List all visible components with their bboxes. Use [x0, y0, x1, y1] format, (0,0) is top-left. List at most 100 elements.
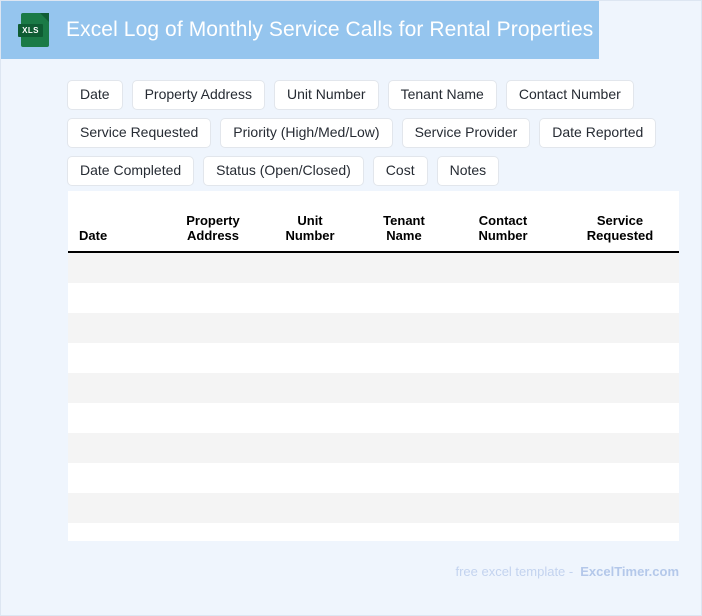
table-cell[interactable] [263, 523, 357, 541]
table-row[interactable] [68, 523, 679, 541]
table-row[interactable] [68, 373, 679, 403]
table-row[interactable] [68, 283, 679, 313]
table-header-row: Date Property Address Unit Number Tenant… [68, 191, 679, 253]
table-cell[interactable] [451, 373, 555, 403]
footer-text: free excel template - [455, 564, 574, 579]
table-cell[interactable] [357, 493, 451, 523]
service-calls-table: Date Property Address Unit Number Tenant… [68, 191, 679, 541]
field-tag-service-requested[interactable]: Service Requested [67, 118, 212, 148]
table-cell[interactable] [555, 313, 679, 343]
table-row[interactable] [68, 493, 679, 523]
field-tag-date-reported[interactable]: Date Reported [539, 118, 657, 148]
table-cell[interactable] [555, 252, 679, 283]
table-cell[interactable] [357, 463, 451, 493]
table-cell[interactable] [357, 403, 451, 433]
table-cell[interactable] [263, 313, 357, 343]
table-cell[interactable] [68, 343, 163, 373]
table-cell[interactable] [68, 433, 163, 463]
field-tag-contact-number[interactable]: Contact Number [505, 80, 634, 110]
table-cell[interactable] [163, 493, 263, 523]
table-cell[interactable] [451, 403, 555, 433]
column-header-tenant-name-line1: Tenant [383, 213, 425, 228]
table-cell[interactable] [68, 373, 163, 403]
field-tag-status[interactable]: Status (Open/Closed) [203, 156, 364, 186]
field-tag-service-provider[interactable]: Service Provider [401, 118, 531, 148]
table-row[interactable] [68, 463, 679, 493]
table-cell[interactable] [263, 283, 357, 313]
table-cell[interactable] [451, 463, 555, 493]
column-header-service-requested-line2: Requested [586, 228, 654, 243]
table-row[interactable] [68, 403, 679, 433]
column-header-contact-number: Contact Number [451, 191, 555, 253]
table-cell[interactable] [163, 403, 263, 433]
table-cell[interactable] [163, 373, 263, 403]
table-cell[interactable] [163, 523, 263, 541]
table-cell[interactable] [451, 433, 555, 463]
field-tag-notes[interactable]: Notes [436, 156, 500, 186]
footer-brand-link[interactable]: ExcelTimer.com [580, 564, 679, 579]
table-cell[interactable] [68, 403, 163, 433]
table-cell[interactable] [555, 493, 679, 523]
table-cell[interactable] [357, 523, 451, 541]
column-header-property-address-line2: Address [186, 228, 240, 243]
xls-file-icon: XLS [18, 13, 49, 47]
table-cell[interactable] [357, 252, 451, 283]
table-cell[interactable] [555, 433, 679, 463]
table-cell[interactable] [263, 373, 357, 403]
table-row[interactable] [68, 313, 679, 343]
table-cell[interactable] [555, 373, 679, 403]
table-cell[interactable] [263, 493, 357, 523]
xls-icon-badge-label: XLS [18, 24, 43, 37]
table-row[interactable] [68, 343, 679, 373]
table-cell[interactable] [555, 463, 679, 493]
xls-icon-fold [40, 13, 49, 22]
field-tag-unit-number[interactable]: Unit Number [273, 80, 379, 110]
table-row[interactable] [68, 252, 679, 283]
table-cell[interactable] [68, 313, 163, 343]
table-cell[interactable] [357, 343, 451, 373]
table-cell[interactable] [163, 283, 263, 313]
field-tag-date[interactable]: Date [67, 80, 123, 110]
table-cell[interactable] [263, 463, 357, 493]
table-cell[interactable] [451, 313, 555, 343]
table-cell[interactable] [163, 313, 263, 343]
table-cell[interactable] [263, 433, 357, 463]
table-cell[interactable] [68, 252, 163, 283]
table-cell[interactable] [68, 523, 163, 541]
column-header-property-address-line1: Property [186, 213, 240, 228]
table-cell[interactable] [163, 343, 263, 373]
table-row[interactable] [68, 433, 679, 463]
table-cell[interactable] [263, 343, 357, 373]
table-cell[interactable] [163, 252, 263, 283]
table-cell[interactable] [451, 493, 555, 523]
table-cell[interactable] [451, 283, 555, 313]
field-tag-cost[interactable]: Cost [372, 156, 428, 186]
table-cell[interactable] [263, 403, 357, 433]
field-tag-tenant-name[interactable]: Tenant Name [387, 80, 497, 110]
table-cell[interactable] [357, 433, 451, 463]
table-cell[interactable] [68, 283, 163, 313]
page-title: Excel Log of Monthly Service Calls for R… [66, 18, 594, 41]
field-tag-property-address[interactable]: Property Address [131, 80, 265, 110]
field-tag-date-completed[interactable]: Date Completed [67, 156, 195, 186]
table-cell[interactable] [555, 283, 679, 313]
table-cell[interactable] [555, 523, 679, 541]
table-cell[interactable] [68, 493, 163, 523]
table-cell[interactable] [451, 523, 555, 541]
table-cell[interactable] [451, 343, 555, 373]
column-header-unit-number-line1: Unit [297, 213, 323, 228]
field-tag-priority[interactable]: Priority (High/Med/Low) [220, 118, 393, 148]
table-cell[interactable] [555, 343, 679, 373]
table-cell[interactable] [68, 463, 163, 493]
table-cell[interactable] [357, 373, 451, 403]
column-header-tenant-name: Tenant Name [357, 191, 451, 253]
table-cell[interactable] [163, 433, 263, 463]
table-cell[interactable] [263, 252, 357, 283]
table-cell[interactable] [555, 403, 679, 433]
table-cell[interactable] [357, 283, 451, 313]
table-cell[interactable] [163, 463, 263, 493]
table-body [68, 252, 679, 541]
table-cell[interactable] [357, 313, 451, 343]
column-header-service-requested: Service Requested [555, 191, 679, 253]
table-cell[interactable] [451, 252, 555, 283]
